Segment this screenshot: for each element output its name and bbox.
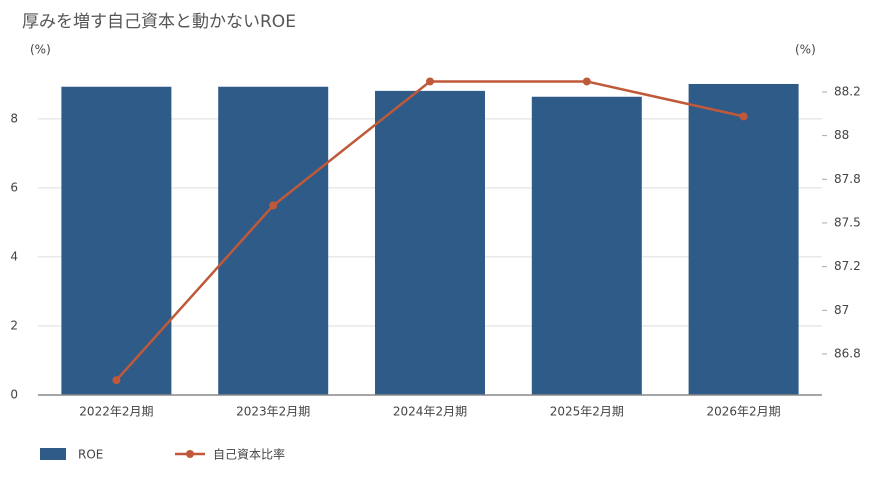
point (582, 77, 591, 86)
x-tick-label: 2023年2月期 (236, 405, 310, 419)
y-tick-label: 4 (10, 249, 18, 263)
y-tick-label: 6 (10, 180, 18, 194)
bar (688, 83, 799, 395)
x-tick-label: 2026年2月期 (707, 405, 781, 419)
y2-tick-label: 88.2 (834, 84, 861, 98)
y2-tick-label: 87.2 (834, 259, 861, 273)
y-tick-label: 8 (10, 111, 18, 125)
bar (531, 96, 642, 396)
legend-swatch (40, 448, 66, 460)
x-tick-label: 2022年2月期 (79, 405, 153, 419)
point (739, 112, 748, 121)
point (269, 201, 278, 210)
y2-tick-label: 87 (834, 303, 849, 317)
legend-swatch (186, 450, 194, 458)
y2-unit: (%) (795, 43, 816, 57)
bar (61, 86, 172, 395)
y-tick-label: 2 (10, 318, 18, 332)
x-tick-label: 2024年2月期 (393, 405, 467, 419)
y-tick-label: 0 (10, 388, 18, 402)
y2-tick-label: 87.5 (834, 215, 861, 229)
y-unit: (%) (30, 43, 51, 57)
legend-label: ROE (78, 448, 103, 462)
point (426, 77, 434, 86)
bar (218, 86, 329, 395)
y2-tick-label: 86.8 (834, 346, 861, 360)
chart-title: 厚みを増す自己資本と動かないROE (22, 12, 296, 32)
y2-tick-label: 87.8 (834, 172, 861, 186)
bar (375, 90, 485, 395)
point (112, 376, 121, 385)
x-tick-label: 2025年2月期 (550, 405, 624, 419)
y2-tick-label: 88 (834, 128, 849, 142)
legend-label: 自己資本比率 (213, 447, 285, 462)
